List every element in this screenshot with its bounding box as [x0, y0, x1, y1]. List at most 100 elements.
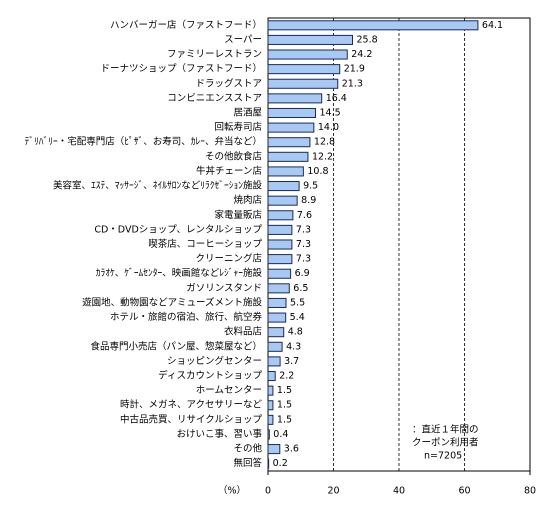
value-label: 0.2	[273, 458, 288, 469]
value-label: 7.3	[296, 224, 311, 235]
value-label: 2.2	[279, 371, 294, 382]
value-label: 25.8	[356, 34, 377, 45]
y-tick-label: スーパー	[224, 34, 262, 45]
bar	[267, 429, 270, 440]
value-label: 24.2	[351, 49, 372, 60]
value-label: 5.5	[290, 297, 305, 308]
x-tick-label: 80	[524, 486, 536, 497]
y-tick-label: CD・DVDショップ、レンタルショップ	[94, 224, 262, 235]
bar	[267, 414, 274, 425]
value-label: 10.8	[307, 166, 328, 177]
bar	[267, 254, 293, 265]
y-tick-label: ホームセンター	[196, 385, 262, 396]
value-label: 14.0	[318, 122, 339, 133]
y-tick-label: ホテル・旅館の宿泊、旅行、航空券	[110, 311, 263, 323]
y-tick-label: ハンバーガー店（ファストフード）	[110, 19, 262, 31]
value-label: 16.4	[326, 93, 347, 104]
value-label: 9.5	[303, 181, 318, 192]
bar	[267, 122, 315, 133]
y-tick-label: 回転寿司店	[214, 121, 262, 133]
bar	[267, 239, 293, 250]
y-tick-label: その他飲食店	[205, 150, 262, 162]
bar	[267, 444, 281, 455]
note: n=7205	[424, 451, 462, 462]
value-label: 6.9	[295, 268, 310, 279]
x-axis-label: （%）	[218, 485, 246, 497]
y-tick-label: ガソリンスタンド	[186, 283, 262, 294]
bar	[267, 137, 311, 148]
y-tick-label: その他	[233, 443, 262, 455]
y-tick-label: 家電量販店	[214, 209, 262, 221]
bar	[267, 312, 287, 323]
value-label: 1.5	[277, 385, 292, 396]
y-tick-label: ファミリーレストラン	[167, 49, 262, 60]
y-tick-label: 牛丼チェーン店	[196, 165, 262, 177]
value-label: 4.8	[288, 327, 303, 338]
bar	[267, 224, 293, 235]
y-tick-label: ディスカウントショップ	[158, 370, 262, 382]
y-tick-label: 居酒屋	[233, 107, 262, 118]
value-label: 21.9	[344, 64, 365, 75]
bar	[267, 268, 292, 279]
y-tick-label: ｶﾗｵｹ、ｹﾞｰﾑｾﾝﾀｰ、映画館などﾚｼﾞｬｰ施設	[96, 267, 263, 279]
value-label: 64.1	[482, 20, 503, 31]
value-label: 7.3	[296, 254, 311, 265]
bar	[267, 151, 309, 162]
bar	[267, 283, 290, 294]
bar	[267, 166, 304, 177]
bar	[267, 64, 341, 75]
bar	[267, 341, 283, 352]
y-tick-label: 遊園地、動物園などアミューズメント施設	[82, 296, 262, 308]
bar	[267, 356, 281, 367]
value-label: 7.3	[296, 239, 311, 250]
y-tick-label: 時計、メガネ、アクセサリーなど	[120, 399, 263, 411]
bar	[267, 210, 294, 221]
value-label: 4.3	[286, 341, 301, 352]
y-tick-label: ショッピングセンター	[167, 355, 262, 367]
bar	[267, 327, 285, 338]
y-tick-label: 焼肉店	[233, 194, 262, 206]
y-tick-label: クリーニング店	[195, 253, 262, 265]
y-tick-label: ドーナツショップ（ファストフード）	[100, 63, 262, 75]
value-label: 12.2	[312, 151, 333, 162]
bar	[267, 458, 270, 469]
bar	[267, 385, 274, 396]
y-tick-label: おけいこ事、習い事	[176, 428, 262, 440]
value-label: 8.9	[301, 195, 316, 206]
y-tick-label: 食品専門小売店（パン屋、惣菜屋など）	[91, 340, 262, 352]
bar	[267, 297, 287, 308]
bar	[267, 181, 300, 192]
bar	[267, 370, 276, 382]
value-label: 3.7	[284, 356, 299, 367]
x-tick-label: 20	[327, 486, 339, 497]
y-tick-label: 無回答	[233, 457, 262, 469]
value-label: 5.4	[290, 312, 305, 323]
x-tick-label: 40	[393, 486, 405, 497]
bar	[267, 195, 298, 206]
note: ：直近１年間の	[412, 424, 479, 436]
note: クーポン利用者	[412, 437, 479, 449]
value-label: 21.3	[342, 78, 363, 89]
y-tick-label: コンビニエンスストア	[167, 93, 262, 104]
y-tick-label: 中古品売買、リサイクルショップ	[120, 413, 263, 425]
y-tick-label: 衣料品店	[224, 326, 262, 338]
value-label: 1.5	[277, 414, 292, 425]
bar	[267, 20, 479, 31]
value-label: 14.5	[319, 107, 340, 118]
bar	[267, 34, 353, 45]
x-tick-label: 60	[458, 486, 470, 497]
bar	[267, 49, 348, 60]
bar	[267, 400, 274, 411]
value-label: 12.8	[314, 137, 335, 148]
y-tick-label: 美容室、ｴｽﾃ、ﾏｯｻｰｼﾞ、ﾈｲﾙｻﾛﾝなどﾘﾗｸｾﾞｰｼｮﾝ施設	[53, 180, 263, 192]
y-tick-label: ﾃﾞﾘﾊﾞﾘｰ・宅配専門店（ﾋﾟｻﾞ、お寿司、ｶﾚｰ、弁当など）	[24, 136, 262, 148]
value-label: 0.4	[273, 429, 288, 440]
bar	[267, 107, 316, 119]
x-tick-label: 0	[265, 486, 271, 497]
y-tick-label: ドラッグストア	[195, 77, 262, 89]
bar	[267, 78, 339, 89]
value-label: 3.6	[284, 444, 299, 455]
y-tick-label: 喫茶店、コーヒーショップ	[148, 238, 262, 250]
value-label: 1.5	[277, 400, 292, 411]
